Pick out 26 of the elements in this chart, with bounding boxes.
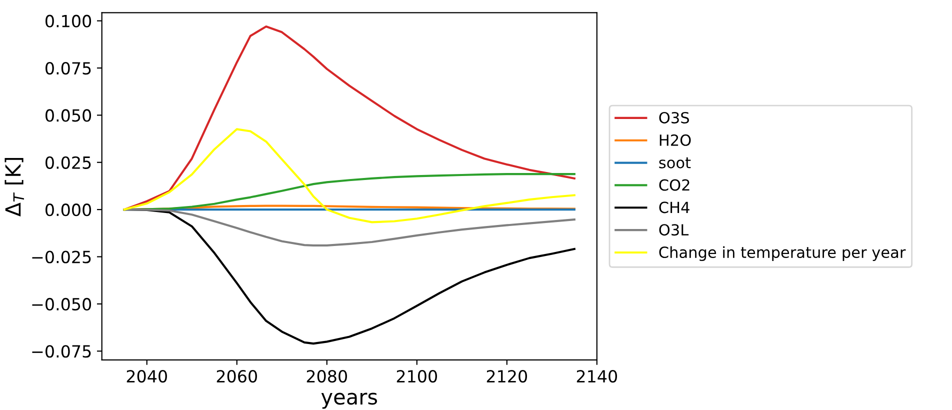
y-tick-label: 0.100 xyxy=(46,14,92,28)
x-tick-label: 2060 xyxy=(216,370,257,383)
legend-label: soot xyxy=(659,157,691,168)
y-tick-label: 0.050 xyxy=(46,109,92,122)
line-series xyxy=(123,128,576,224)
x-tick-label: 2120 xyxy=(486,370,527,383)
line-series xyxy=(123,208,576,246)
y-tick-label: 0.025 xyxy=(46,156,91,169)
x-tick-label: 2080 xyxy=(306,370,347,383)
x-tick-label: 2040 xyxy=(126,370,167,383)
legend-label: CH4 xyxy=(659,202,690,214)
legend-label: CO2 xyxy=(659,179,690,191)
y-tick-label: −0.025 xyxy=(32,250,91,264)
legend-label: Change in temperature per year xyxy=(659,246,906,262)
y-tick-label: 0.000 xyxy=(46,204,92,216)
legend-label: O3L xyxy=(659,224,689,236)
y-tick-label: 0.075 xyxy=(46,62,91,75)
y-tick-label: −0.050 xyxy=(32,298,92,310)
x-axis-title: years xyxy=(321,392,378,409)
x-tick-label: 2140 xyxy=(576,370,618,383)
legend-label: O3S xyxy=(659,112,689,124)
legend-label: H2O xyxy=(660,134,691,146)
y-tick-label: −0.075 xyxy=(32,345,91,358)
y-axis-title: Δ$_{T}$ [K] xyxy=(4,158,24,216)
x-tick-label: 2100 xyxy=(396,370,437,383)
line-series xyxy=(123,25,576,211)
